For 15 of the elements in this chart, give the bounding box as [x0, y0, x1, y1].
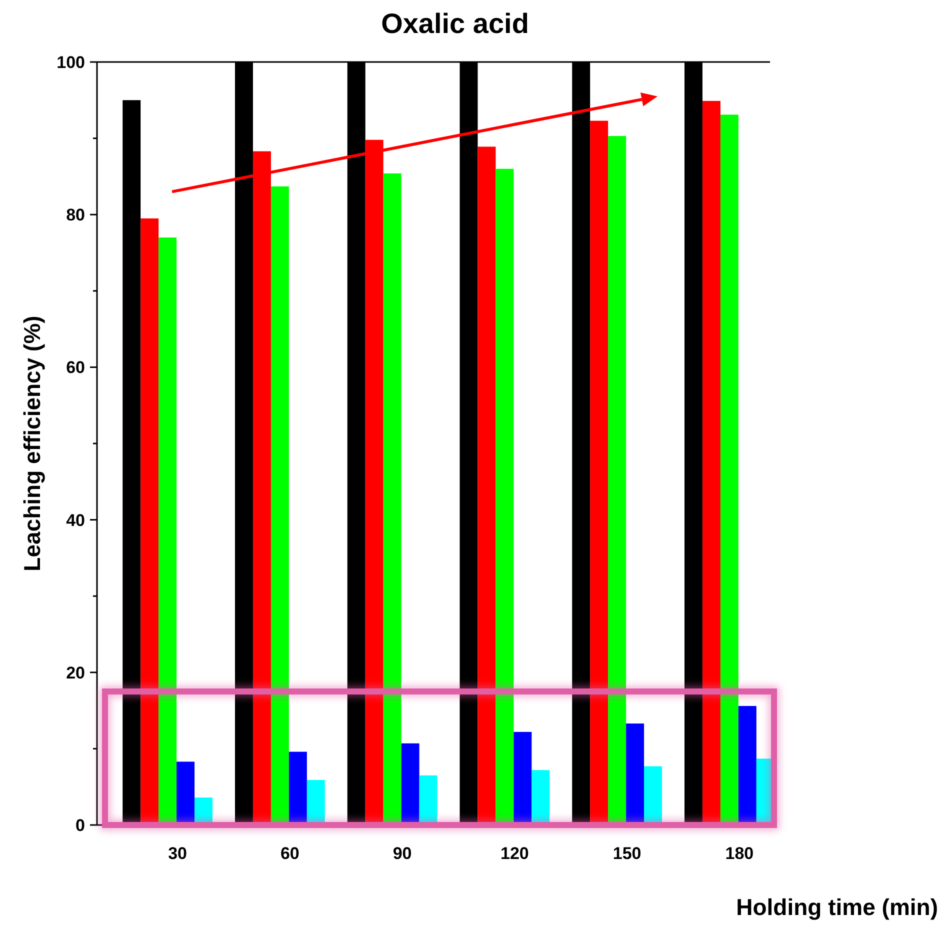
y-tick-label: 20 — [66, 663, 85, 682]
y-tick-label: 0 — [76, 816, 85, 835]
x-tick-label: 150 — [612, 844, 642, 863]
x-tick-label: 90 — [392, 844, 412, 863]
y-tick-label: 100 — [56, 52, 85, 72]
x-axis-title: Holding time (min) — [736, 894, 938, 920]
x-tick-label: 180 — [725, 844, 754, 863]
x-tick-label: 120 — [500, 844, 529, 863]
x-tick-label: 30 — [168, 844, 188, 863]
y-tick-label: 60 — [66, 358, 85, 378]
chart-title: Oxalic acid — [381, 8, 529, 39]
y-tick-label: 80 — [66, 206, 85, 225]
x-tick-label: 60 — [280, 844, 300, 863]
y-axis-title: Leaching efficiency (%) — [19, 316, 45, 572]
y-tick-label: 40 — [66, 510, 85, 530]
